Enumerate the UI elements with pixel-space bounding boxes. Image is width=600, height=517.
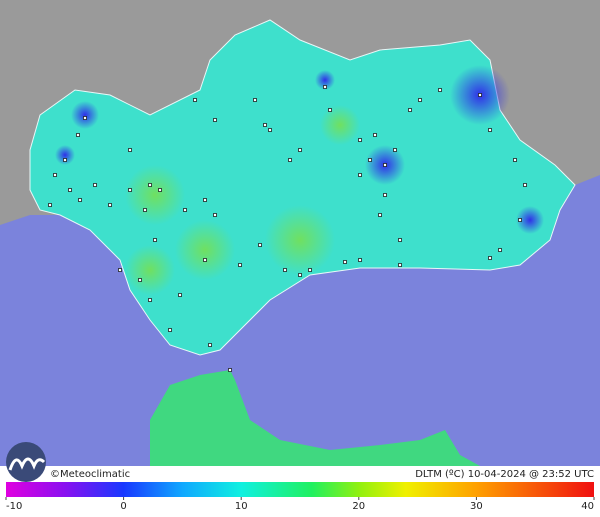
station-marker: [48, 203, 52, 207]
station-marker: [78, 198, 82, 202]
stations: [48, 85, 527, 372]
station-marker: [238, 263, 242, 267]
station-marker: [63, 158, 67, 162]
station-marker: [343, 260, 347, 264]
morocco-region: [150, 370, 480, 466]
station-marker: [298, 148, 302, 152]
station-marker: [288, 158, 292, 162]
station-marker: [128, 148, 132, 152]
station-marker: [488, 128, 492, 132]
station-marker: [203, 258, 207, 262]
station-marker: [513, 158, 517, 162]
station-marker: [148, 298, 152, 302]
station-marker: [283, 268, 287, 272]
station-marker: [518, 218, 522, 222]
station-marker: [118, 268, 122, 272]
station-marker: [438, 88, 442, 92]
colorbar-tick-label: 10: [235, 501, 248, 512]
caption: DLTM (ºC) 10-04-2024 @ 23:52 UTC: [415, 469, 594, 480]
logo: [6, 442, 46, 482]
station-marker: [383, 193, 387, 197]
station-marker: [368, 158, 372, 162]
colorbar-tick-label: 0: [120, 501, 126, 512]
station-marker: [398, 263, 402, 267]
colorbar-tick-label: 20: [352, 501, 365, 512]
station-marker: [478, 93, 482, 97]
station-marker: [488, 256, 492, 260]
station-marker: [76, 133, 80, 137]
station-marker: [193, 98, 197, 102]
caption-bar: [0, 466, 600, 482]
station-marker: [323, 85, 327, 89]
station-marker: [378, 213, 382, 217]
station-marker: [258, 243, 262, 247]
station-marker: [128, 188, 132, 192]
station-marker: [418, 98, 422, 102]
station-marker: [328, 108, 332, 112]
temperature-patches: [55, 65, 544, 295]
station-marker: [153, 238, 157, 242]
station-marker: [213, 213, 217, 217]
station-marker: [358, 138, 362, 142]
colorbar-label-strip: [0, 497, 600, 517]
station-marker: [53, 173, 57, 177]
station-marker: [253, 98, 257, 102]
colorbar-tick-label: -10: [6, 501, 22, 512]
sea: [0, 175, 600, 466]
station-marker: [263, 123, 267, 127]
station-marker: [268, 128, 272, 132]
station-marker: [93, 183, 97, 187]
station-marker: [108, 203, 112, 207]
station-marker: [83, 116, 87, 120]
station-marker: [68, 188, 72, 192]
station-marker: [203, 198, 207, 202]
station-marker: [228, 368, 232, 372]
station-marker: [143, 208, 147, 212]
station-marker: [178, 293, 182, 297]
colorbar-tick-label: 30: [470, 501, 483, 512]
station-marker: [168, 328, 172, 332]
colorbar-tick-label: 40: [581, 501, 594, 512]
credit: ©Meteoclimatic: [50, 469, 130, 480]
station-marker: [183, 208, 187, 212]
station-marker: [358, 258, 362, 262]
station-marker: [398, 238, 402, 242]
station-marker: [308, 268, 312, 272]
station-marker: [408, 108, 412, 112]
station-marker: [383, 163, 387, 167]
station-marker: [498, 248, 502, 252]
station-marker: [373, 133, 377, 137]
station-marker: [298, 273, 302, 277]
station-marker: [148, 183, 152, 187]
station-marker: [393, 148, 397, 152]
station-marker: [213, 118, 217, 122]
station-marker: [138, 278, 142, 282]
colorbar: [6, 482, 594, 497]
station-marker: [158, 188, 162, 192]
station-marker: [358, 173, 362, 177]
station-marker: [523, 183, 527, 187]
station-marker: [208, 343, 212, 347]
